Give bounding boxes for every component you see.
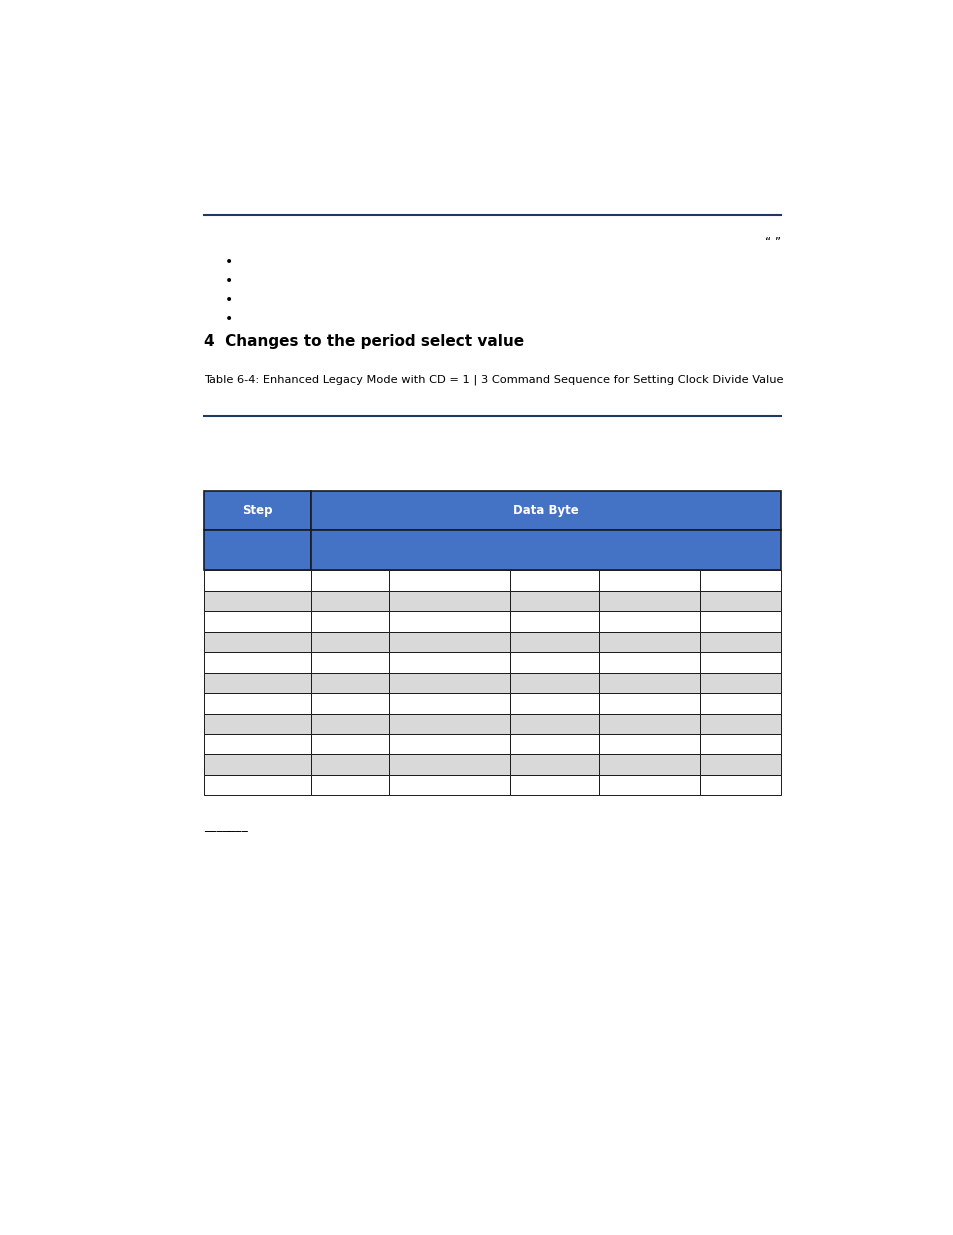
- Bar: [204, 490, 311, 531]
- Bar: [598, 755, 700, 774]
- Bar: [204, 632, 311, 652]
- Bar: [700, 673, 781, 693]
- Text: Step: Step: [242, 504, 273, 517]
- Bar: [598, 590, 700, 611]
- Bar: [700, 632, 781, 652]
- Bar: [700, 590, 781, 611]
- Bar: [389, 571, 510, 590]
- Bar: [204, 734, 311, 755]
- Bar: [204, 611, 311, 632]
- Text: Table 6-4: Enhanced Legacy Mode with CD = 1 | 3 Command Sequence for Setting Clo: Table 6-4: Enhanced Legacy Mode with CD …: [204, 374, 783, 385]
- Text: •: •: [224, 274, 233, 288]
- Bar: [204, 714, 311, 734]
- Bar: [598, 734, 700, 755]
- Bar: [311, 755, 389, 774]
- Bar: [700, 611, 781, 632]
- Bar: [510, 755, 598, 774]
- Bar: [510, 632, 598, 652]
- Bar: [204, 673, 311, 693]
- Bar: [389, 734, 510, 755]
- Bar: [700, 571, 781, 590]
- Bar: [311, 590, 389, 611]
- Bar: [204, 693, 311, 714]
- Bar: [510, 734, 598, 755]
- Bar: [311, 490, 781, 531]
- Bar: [598, 714, 700, 734]
- Bar: [204, 531, 311, 571]
- Bar: [510, 714, 598, 734]
- Bar: [700, 693, 781, 714]
- Bar: [510, 590, 598, 611]
- Bar: [311, 531, 781, 571]
- Bar: [311, 693, 389, 714]
- Bar: [389, 755, 510, 774]
- Bar: [389, 611, 510, 632]
- Bar: [510, 774, 598, 795]
- Text: •: •: [224, 254, 233, 269]
- Bar: [510, 611, 598, 632]
- Bar: [389, 632, 510, 652]
- Bar: [311, 632, 389, 652]
- Bar: [598, 652, 700, 673]
- Bar: [204, 774, 311, 795]
- Bar: [598, 611, 700, 632]
- Bar: [510, 571, 598, 590]
- Bar: [311, 774, 389, 795]
- Bar: [204, 590, 311, 611]
- Bar: [204, 755, 311, 774]
- Bar: [311, 714, 389, 734]
- Bar: [700, 774, 781, 795]
- Bar: [598, 632, 700, 652]
- Bar: [700, 734, 781, 755]
- Bar: [389, 590, 510, 611]
- Bar: [510, 693, 598, 714]
- Bar: [311, 571, 389, 590]
- Bar: [389, 652, 510, 673]
- Text: _______: _______: [204, 819, 248, 832]
- Bar: [700, 714, 781, 734]
- Bar: [598, 693, 700, 714]
- Text: 4  Changes to the period select value: 4 Changes to the period select value: [204, 333, 524, 348]
- Bar: [311, 734, 389, 755]
- Text: Data Byte: Data Byte: [513, 504, 578, 517]
- Bar: [598, 774, 700, 795]
- Text: •: •: [224, 311, 233, 326]
- Text: “ ”: “ ”: [764, 236, 781, 248]
- Bar: [389, 673, 510, 693]
- Bar: [311, 611, 389, 632]
- Bar: [389, 714, 510, 734]
- Text: •: •: [224, 293, 233, 306]
- Bar: [510, 673, 598, 693]
- Bar: [389, 774, 510, 795]
- Bar: [389, 693, 510, 714]
- Bar: [598, 673, 700, 693]
- Bar: [311, 652, 389, 673]
- Bar: [700, 652, 781, 673]
- Bar: [311, 673, 389, 693]
- Bar: [598, 571, 700, 590]
- Bar: [510, 652, 598, 673]
- Bar: [700, 755, 781, 774]
- Bar: [204, 571, 311, 590]
- Bar: [204, 652, 311, 673]
